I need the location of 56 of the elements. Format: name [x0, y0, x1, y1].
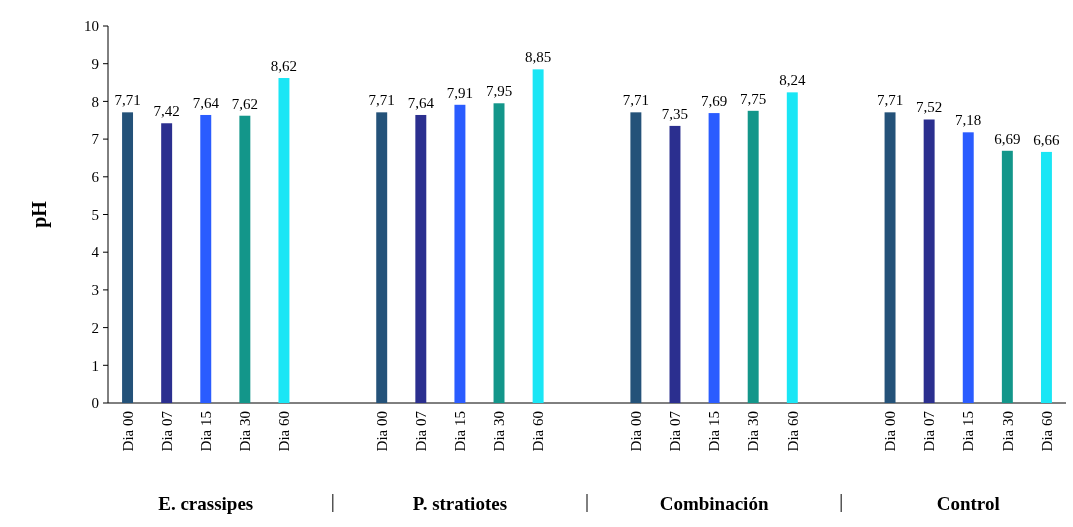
- y-tick-label: 5: [91, 206, 99, 223]
- data-label: 8,24: [779, 72, 806, 89]
- data-label: 7,69: [700, 93, 728, 110]
- data-label: 7,71: [114, 92, 141, 109]
- data-label: 8,62: [270, 58, 298, 75]
- y-tick-label: 4: [91, 244, 100, 261]
- data-label: 6,69: [994, 130, 1021, 147]
- y-tick-label: 7: [91, 131, 100, 148]
- y-tick-label: 6: [91, 169, 100, 186]
- data-label: 7,35: [661, 105, 689, 122]
- data-label: 7,71: [876, 92, 904, 109]
- data-label: 7,52: [916, 99, 943, 116]
- data-label: 7,75: [740, 90, 767, 107]
- data-label: 7,62: [231, 95, 258, 112]
- x-tick-label: Dia 15: [452, 411, 469, 452]
- x-tick-label: Dia 60: [530, 411, 547, 452]
- data-label: 7,95: [485, 83, 513, 100]
- y-tick-label: 9: [91, 55, 99, 72]
- x-tick-label: Dia 30: [237, 411, 254, 452]
- y-axis-title: pH: [28, 200, 51, 228]
- data-label: 7,71: [368, 92, 395, 109]
- data-label: 7,91: [446, 84, 474, 101]
- y-tick-label: 2: [91, 319, 99, 336]
- x-tick-label: Dia 07: [413, 410, 430, 452]
- y-tick-label: 10: [84, 18, 99, 35]
- data-label: 6,66: [1033, 131, 1061, 148]
- text: Combinación: [659, 493, 769, 514]
- x-tick-label: Dia 00: [882, 411, 899, 452]
- y-tick-label: 0: [91, 395, 99, 412]
- x-tick-label: Dia 15: [706, 411, 723, 452]
- x-tick-label: Dia 60: [276, 411, 293, 452]
- data-label: 7,71: [622, 92, 649, 109]
- y-tick-label: 8: [91, 93, 99, 110]
- x-tick-label: Dia 00: [373, 411, 390, 452]
- x-tick-label: Dia 00: [119, 411, 136, 452]
- y-tick-label: 1: [91, 357, 99, 374]
- x-tick-label: Dia 07: [158, 410, 175, 452]
- data-label: 7,42: [153, 103, 180, 120]
- y-tick-label: 3: [91, 282, 99, 299]
- data-label: 7,64: [407, 94, 435, 111]
- x-tick-label: Dia 15: [198, 411, 215, 452]
- data-label: 7,64: [192, 94, 220, 111]
- x-tick-label: Dia 15: [960, 411, 977, 452]
- x-tick-label: Dia 30: [999, 411, 1016, 452]
- x-tick-label: Dia 30: [745, 411, 762, 452]
- text: E. crassipes: [158, 493, 254, 514]
- x-tick-label: Dia 07: [921, 410, 938, 452]
- x-tick-label: Dia 07: [667, 410, 684, 452]
- x-tick-label: Dia 30: [491, 411, 508, 452]
- text: Control: [936, 493, 1000, 514]
- x-tick-label: Dia 00: [628, 411, 645, 452]
- x-tick-label: Dia 60: [1038, 411, 1055, 452]
- data-label: 8,85: [525, 49, 552, 66]
- data-label: 7,18: [955, 112, 982, 129]
- x-tick-label: Dia 60: [784, 411, 801, 452]
- text: P. stratiotes: [412, 493, 508, 514]
